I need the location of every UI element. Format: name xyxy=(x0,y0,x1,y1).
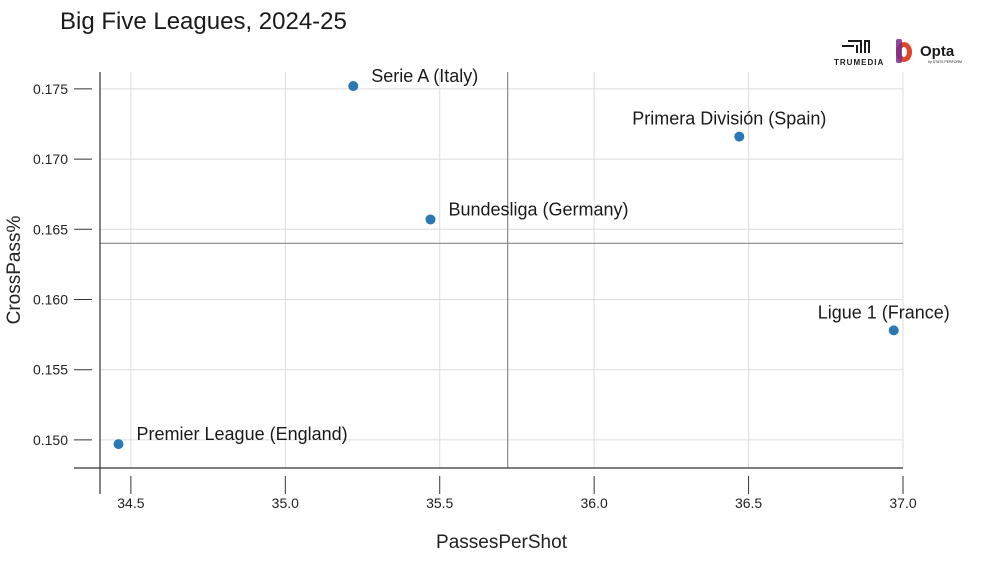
trumedia-logo: TRUMEDIA xyxy=(834,40,884,67)
chart-title: Big Five Leagues, 2024-25 xyxy=(60,8,347,35)
opta-logo-subtext: by STATS PERFORM xyxy=(928,60,962,64)
scatter-point xyxy=(888,325,899,336)
x-axis-title: PassesPerShot xyxy=(436,532,568,553)
y-tick-label: 0.160 xyxy=(33,291,68,307)
x-tick-label: 36.0 xyxy=(581,495,608,511)
trumedia-logo-text: TRUMEDIA xyxy=(834,58,884,67)
x-tick-label: 35.0 xyxy=(272,495,299,511)
brand-logos: TRUMEDIA Opta by STATS PERFORM xyxy=(832,36,992,70)
grid-lines xyxy=(100,72,904,468)
scatter-point xyxy=(734,131,745,142)
y-tick-label: 0.170 xyxy=(33,151,68,167)
opta-logo: Opta by STATS PERFORM xyxy=(896,39,962,64)
axes xyxy=(74,72,904,494)
y-tick-label: 0.155 xyxy=(33,362,68,378)
opta-logo-text: Opta xyxy=(920,43,955,60)
y-tick-label: 0.175 xyxy=(33,81,68,97)
point-label: Bundesliga (Germany) xyxy=(448,199,628,219)
point-label: Premier League (England) xyxy=(137,424,348,444)
tick-labels: 34.5 35.0 35.5 36.0 36.5 37.0 0.150 0.155 0.160 0… xyxy=(33,81,917,511)
data-points xyxy=(113,81,899,450)
y-tick-label: 0.165 xyxy=(33,221,68,237)
reference-lines xyxy=(100,72,903,468)
scatter-point xyxy=(348,81,359,92)
x-tick-label: 37.0 xyxy=(889,495,916,511)
point-label: Primera División (Spain) xyxy=(632,109,826,129)
y-axis-title: CrossPass% xyxy=(4,216,25,325)
x-tick-label: 34.5 xyxy=(117,495,144,511)
y-tick-label: 0.150 xyxy=(33,432,68,448)
point-label: Serie A (Italy) xyxy=(371,66,478,86)
x-tick-label: 36.5 xyxy=(735,495,762,511)
scatter-point xyxy=(113,439,124,450)
x-tick-label: 35.5 xyxy=(426,495,453,511)
point-label: Ligue 1 (France) xyxy=(818,302,950,322)
point-labels: Serie A (Italy) Primera División (Spain) B… xyxy=(137,66,950,444)
scatter-point xyxy=(425,214,436,225)
